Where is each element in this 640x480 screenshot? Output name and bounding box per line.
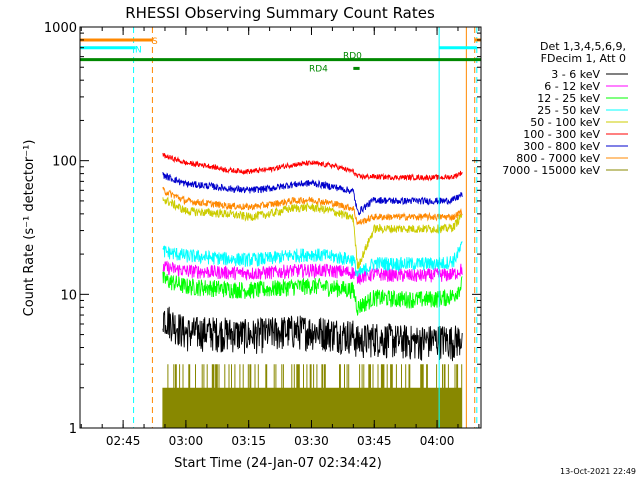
- legend-label-2: 12 - 25 keV: [537, 92, 600, 105]
- x-tick-label-5: 04:00: [420, 434, 455, 448]
- x-tick-label-0: 02:45: [106, 434, 141, 448]
- y-tick-label-0: 1: [69, 422, 77, 437]
- legend-header-0: Det 1,3,4,5,6,9,: [540, 40, 626, 53]
- legend-label-7: 800 - 7000 keV: [516, 152, 600, 165]
- status-label-0: S: [152, 37, 158, 47]
- x-tick-label-4: 03:45: [357, 434, 392, 448]
- status-label-2: RD0: [343, 52, 362, 62]
- status-label-1: N: [135, 46, 142, 56]
- chart-title: RHESSI Observing Summary Count Rates: [125, 4, 435, 22]
- legend-label-5: 100 - 300 keV: [523, 128, 600, 141]
- y-tick-label-1: 10: [60, 288, 77, 303]
- legend-label-4: 50 - 100 keV: [530, 116, 600, 129]
- series-line-3: [162, 241, 463, 277]
- legend: Det 1,3,4,5,6,9,FDecim 1, Att 0 3 - 6 keV…: [502, 40, 628, 177]
- series-line-8: [162, 364, 463, 428]
- legend-label-1: 6 - 12 keV: [544, 80, 600, 93]
- series-line-6: [162, 171, 463, 216]
- x-tick-label-2: 03:15: [231, 434, 266, 448]
- x-tick-label-3: 03:30: [294, 434, 329, 448]
- series-line-5: [162, 152, 463, 182]
- series-line-7: [162, 186, 463, 226]
- y-tick-label-3: 1000: [44, 21, 77, 36]
- series-line-2: [162, 270, 463, 316]
- legend-label-3: 25 - 50 keV: [537, 104, 600, 117]
- series-line-0: [162, 306, 463, 362]
- legend-label-6: 300 - 800 keV: [523, 140, 600, 153]
- legend-label-0: 3 - 6 keV: [551, 68, 600, 81]
- x-axis-label: Start Time (24-Jan-07 02:34:42): [174, 456, 382, 471]
- generated-timestamp: 13-Oct-2021 22:49: [560, 467, 636, 476]
- series-line-1: [162, 260, 463, 286]
- x-tick-label-1: 03:00: [169, 434, 204, 448]
- legend-header-1: FDecim 1, Att 0: [541, 52, 626, 65]
- legend-label-8: 7000 - 15000 keV: [502, 164, 600, 177]
- y-tick-label-2: 100: [52, 155, 77, 170]
- plot-frame: [79, 26, 482, 429]
- status-label-3: RD4: [309, 64, 328, 74]
- y-axis-label: Count Rate (s⁻¹ detector⁻¹): [22, 140, 37, 317]
- series-line-4: [162, 196, 463, 270]
